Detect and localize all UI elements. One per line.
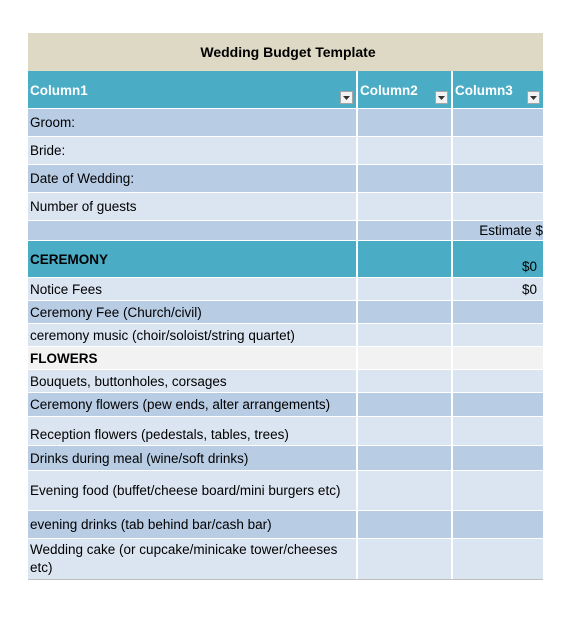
cell-drinks-meal[interactable]: Drinks during meal (wine/soft drinks) — [28, 446, 358, 470]
cell-empty[interactable] — [358, 511, 453, 538]
cell-empty[interactable] — [358, 471, 453, 510]
budget-table: Wedding Budget Template Column1 Column2 … — [28, 33, 543, 580]
cell-empty[interactable] — [453, 109, 543, 136]
cell-empty[interactable] — [453, 301, 543, 323]
cell-empty[interactable] — [453, 446, 543, 470]
cell-empty[interactable] — [28, 221, 358, 240]
cell-empty[interactable] — [453, 511, 543, 538]
cell-empty[interactable] — [453, 417, 543, 445]
section-title-flowers[interactable]: FLOWERS — [28, 347, 358, 369]
cell-evening-food[interactable]: Evening food (buffet/cheese board/mini b… — [28, 471, 358, 510]
table-row: ceremony music (choir/soloist/string qua… — [28, 324, 543, 347]
cell-empty[interactable] — [358, 278, 453, 300]
table-row: Ceremony Fee (Church/civil) — [28, 301, 543, 324]
table-row: Evening food (buffet/cheese board/mini b… — [28, 471, 543, 511]
table-row: Notice Fees $0 — [28, 278, 543, 301]
cell-empty[interactable] — [453, 393, 543, 416]
cell-empty[interactable] — [358, 109, 453, 136]
cell-empty[interactable] — [358, 301, 453, 323]
cell-empty[interactable] — [453, 324, 543, 346]
table-row: Groom: — [28, 109, 543, 137]
cell-empty[interactable] — [358, 539, 453, 579]
cell-empty[interactable] — [358, 324, 453, 346]
cell-empty[interactable] — [358, 221, 453, 240]
cell-empty[interactable] — [358, 417, 453, 445]
cell-evening-drinks[interactable]: evening drinks (tab behind bar/cash bar) — [28, 511, 358, 538]
cell-ceremony-flowers[interactable]: Ceremony flowers (pew ends, alter arrang… — [28, 393, 358, 416]
estimate-label[interactable]: Estimate $ — [453, 221, 543, 240]
cell-empty[interactable] — [358, 241, 453, 277]
column2-label: Column2 — [360, 83, 418, 98]
cell-empty[interactable] — [453, 137, 543, 164]
cell-notice-fees[interactable]: Notice Fees — [28, 278, 358, 300]
cell-bride[interactable]: Bride: — [28, 137, 358, 164]
section-row-flowers: FLOWERS — [28, 347, 543, 370]
table-row: evening drinks (tab behind bar/cash bar) — [28, 511, 543, 539]
cell-empty[interactable] — [358, 393, 453, 416]
cell-date[interactable]: Date of Wedding: — [28, 165, 358, 192]
cell-ceremony-music[interactable]: ceremony music (choir/soloist/string qua… — [28, 324, 358, 346]
cell-bouquets[interactable]: Bouquets, buttonholes, corsages — [28, 370, 358, 392]
table-row: Estimate $ — [28, 221, 543, 241]
ceremony-total[interactable]: $0 — [521, 259, 537, 274]
cell-reception-flowers[interactable]: Reception flowers (pedestals, tables, tr… — [28, 417, 358, 445]
column3-header[interactable]: Column3 — [453, 71, 543, 108]
cell-ceremony-fee[interactable]: Ceremony Fee (Church/civil) — [28, 301, 358, 323]
cell-empty[interactable] — [453, 165, 543, 192]
cell-guests[interactable]: Number of guests — [28, 193, 358, 220]
cell-empty[interactable] — [358, 370, 453, 392]
cell-empty[interactable] — [358, 446, 453, 470]
dropdown-arrow-icon[interactable] — [340, 91, 353, 104]
column2-header[interactable]: Column2 — [358, 71, 453, 108]
cell-wedding-cake[interactable]: Wedding cake (or cupcake/minicake tower/… — [28, 539, 358, 579]
notice-fees-value[interactable]: $0 — [453, 278, 543, 300]
table-row: Date of Wedding: — [28, 165, 543, 193]
table-row: Wedding cake (or cupcake/minicake tower/… — [28, 539, 543, 580]
cell-empty[interactable] — [358, 165, 453, 192]
cell-empty[interactable] — [453, 193, 543, 220]
table-row: Drinks during meal (wine/soft drinks) — [28, 446, 543, 471]
column1-header[interactable]: Column1 — [28, 71, 358, 108]
cell-empty[interactable] — [358, 347, 453, 369]
cell-empty[interactable] — [358, 193, 453, 220]
cell-empty[interactable] — [453, 370, 543, 392]
sheet-title: Wedding Budget Template — [28, 33, 543, 71]
table-row: Ceremony flowers (pew ends, alter arrang… — [28, 393, 543, 417]
cell-empty[interactable] — [453, 347, 543, 369]
cell-empty[interactable] — [453, 539, 543, 579]
table-row: Reception flowers (pedestals, tables, tr… — [28, 417, 543, 446]
table-row: Bride: — [28, 137, 543, 165]
section-title-ceremony[interactable]: CEREMONY — [28, 241, 358, 277]
dropdown-arrow-icon[interactable] — [527, 91, 540, 104]
section-row-ceremony: CEREMONY $0 — [28, 241, 543, 278]
cell-empty[interactable] — [453, 471, 543, 510]
table-row: Number of guests — [28, 193, 543, 221]
table-row: Bouquets, buttonholes, corsages — [28, 370, 543, 393]
cell-groom[interactable]: Groom: — [28, 109, 358, 136]
column1-label: Column1 — [30, 83, 88, 98]
column3-label: Column3 — [455, 83, 513, 98]
header-row: Column1 Column2 Column3 — [28, 71, 543, 109]
cell-empty[interactable] — [358, 137, 453, 164]
dropdown-arrow-icon[interactable] — [435, 91, 448, 104]
